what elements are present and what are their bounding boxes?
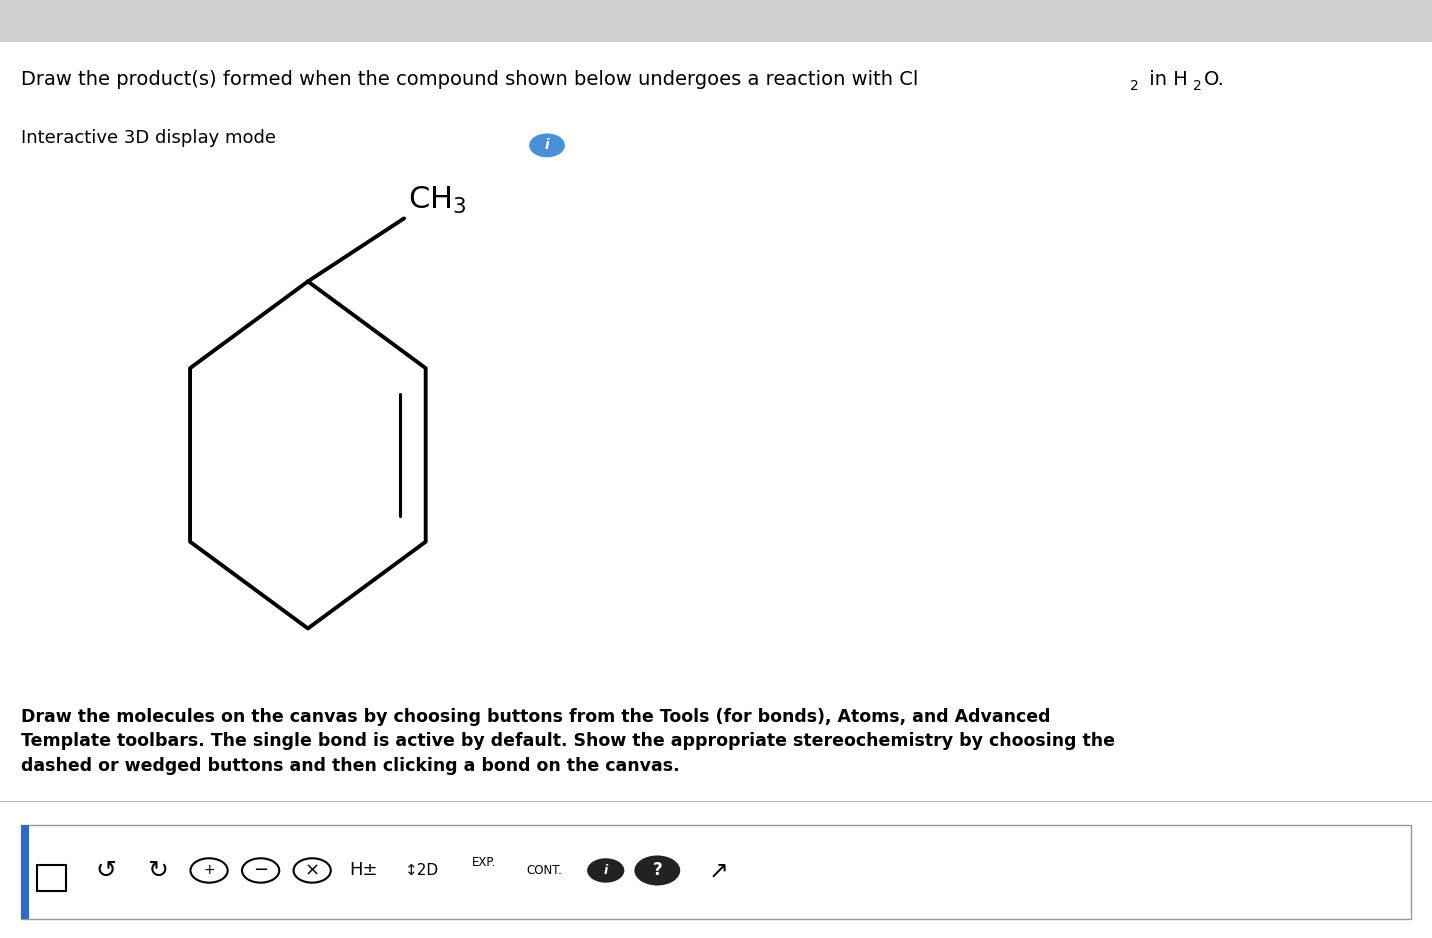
- Text: CONT.: CONT.: [526, 864, 563, 877]
- Text: ↻: ↻: [147, 858, 168, 883]
- Text: EXP.: EXP.: [473, 856, 495, 870]
- Text: i: i: [544, 139, 550, 152]
- Text: ↗: ↗: [709, 858, 729, 883]
- Circle shape: [634, 855, 680, 885]
- Text: Interactive 3D display mode: Interactive 3D display mode: [21, 129, 276, 147]
- Bar: [21, 825, 29, 919]
- Text: −: −: [253, 861, 268, 880]
- Bar: [0, 0, 1432, 42]
- Circle shape: [530, 134, 564, 157]
- Text: 2: 2: [1193, 79, 1201, 93]
- Text: ↕2D: ↕2D: [405, 863, 440, 878]
- FancyBboxPatch shape: [21, 825, 1411, 919]
- Text: Draw the molecules on the canvas by choosing buttons from the Tools (for bonds),: Draw the molecules on the canvas by choo…: [21, 708, 1116, 775]
- Text: i: i: [604, 864, 607, 877]
- Text: ?: ?: [653, 861, 662, 880]
- Text: ×: ×: [305, 861, 319, 880]
- Text: CH$_3$: CH$_3$: [408, 185, 467, 216]
- Text: +: +: [203, 864, 215, 877]
- FancyBboxPatch shape: [37, 865, 66, 891]
- Text: in H: in H: [1143, 70, 1187, 89]
- Text: 2: 2: [1130, 79, 1138, 93]
- Text: ↺: ↺: [96, 858, 116, 883]
- Circle shape: [587, 858, 624, 883]
- Text: O.: O.: [1204, 70, 1226, 89]
- Text: H±: H±: [349, 861, 378, 880]
- Text: Draw the product(s) formed when the compound shown below undergoes a reaction wi: Draw the product(s) formed when the comp…: [21, 70, 919, 89]
